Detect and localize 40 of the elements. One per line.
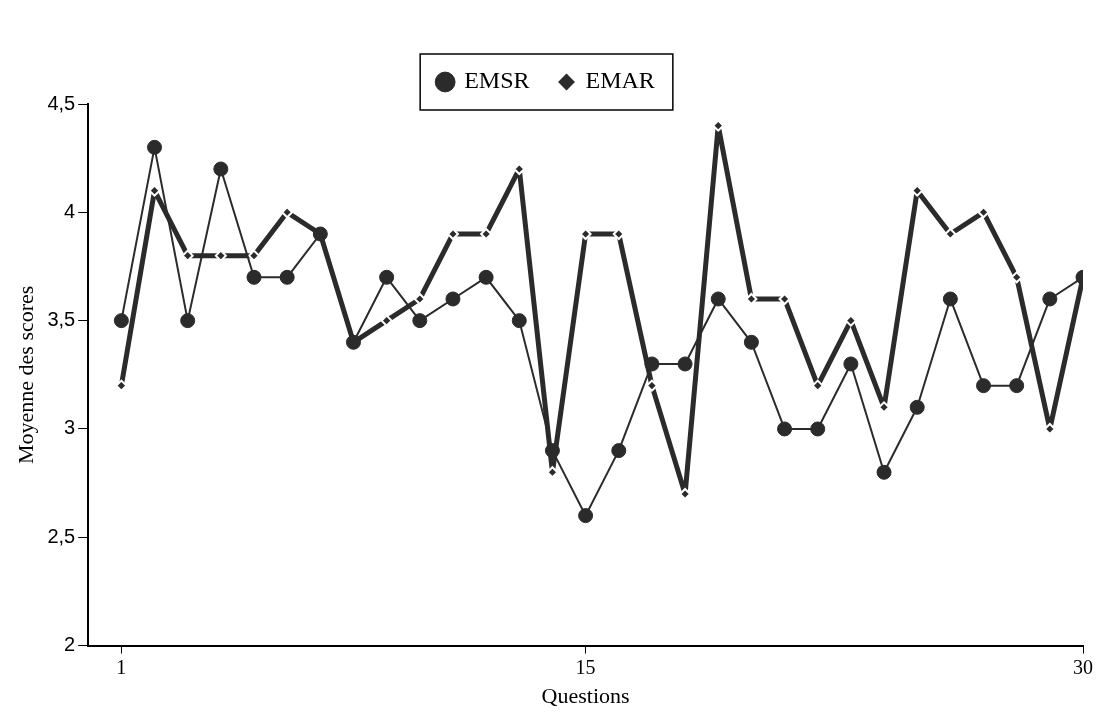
point [578,508,594,524]
point [246,269,262,285]
point [777,421,793,437]
legend-label: EMAR [585,67,655,94]
point [180,313,196,329]
point [644,356,660,372]
y-tick-label: 4 [64,199,76,222]
y-tick-label: 3 [64,416,76,439]
point [710,291,726,307]
point [909,399,925,415]
point [412,313,428,329]
point [478,269,494,285]
y-tick-label: 4,5 [47,91,76,114]
y-axis-title: Moyenne des scores [12,285,38,464]
point [942,291,958,307]
y-tick-label: 3,5 [47,308,76,331]
y-tick-label: 2,5 [47,524,76,547]
legend-label: EMSR [464,67,530,94]
point [1042,291,1058,307]
point [677,356,693,372]
point [213,161,229,177]
x-tick-label: 1 [116,655,127,678]
point [611,443,627,459]
point [1009,378,1025,394]
y-tick-label: 2 [64,633,76,656]
point [544,443,560,459]
point [843,356,859,372]
point [445,291,461,307]
point [379,269,395,285]
point [876,464,892,480]
point [511,313,527,329]
point [976,378,992,394]
x-tick-label: 15 [575,655,596,678]
x-tick-label: 30 [1073,655,1093,678]
point [810,421,826,437]
point [279,269,295,285]
point [113,313,129,329]
point [147,139,163,155]
point [743,334,759,350]
x-axis-title: Questions [541,682,630,708]
